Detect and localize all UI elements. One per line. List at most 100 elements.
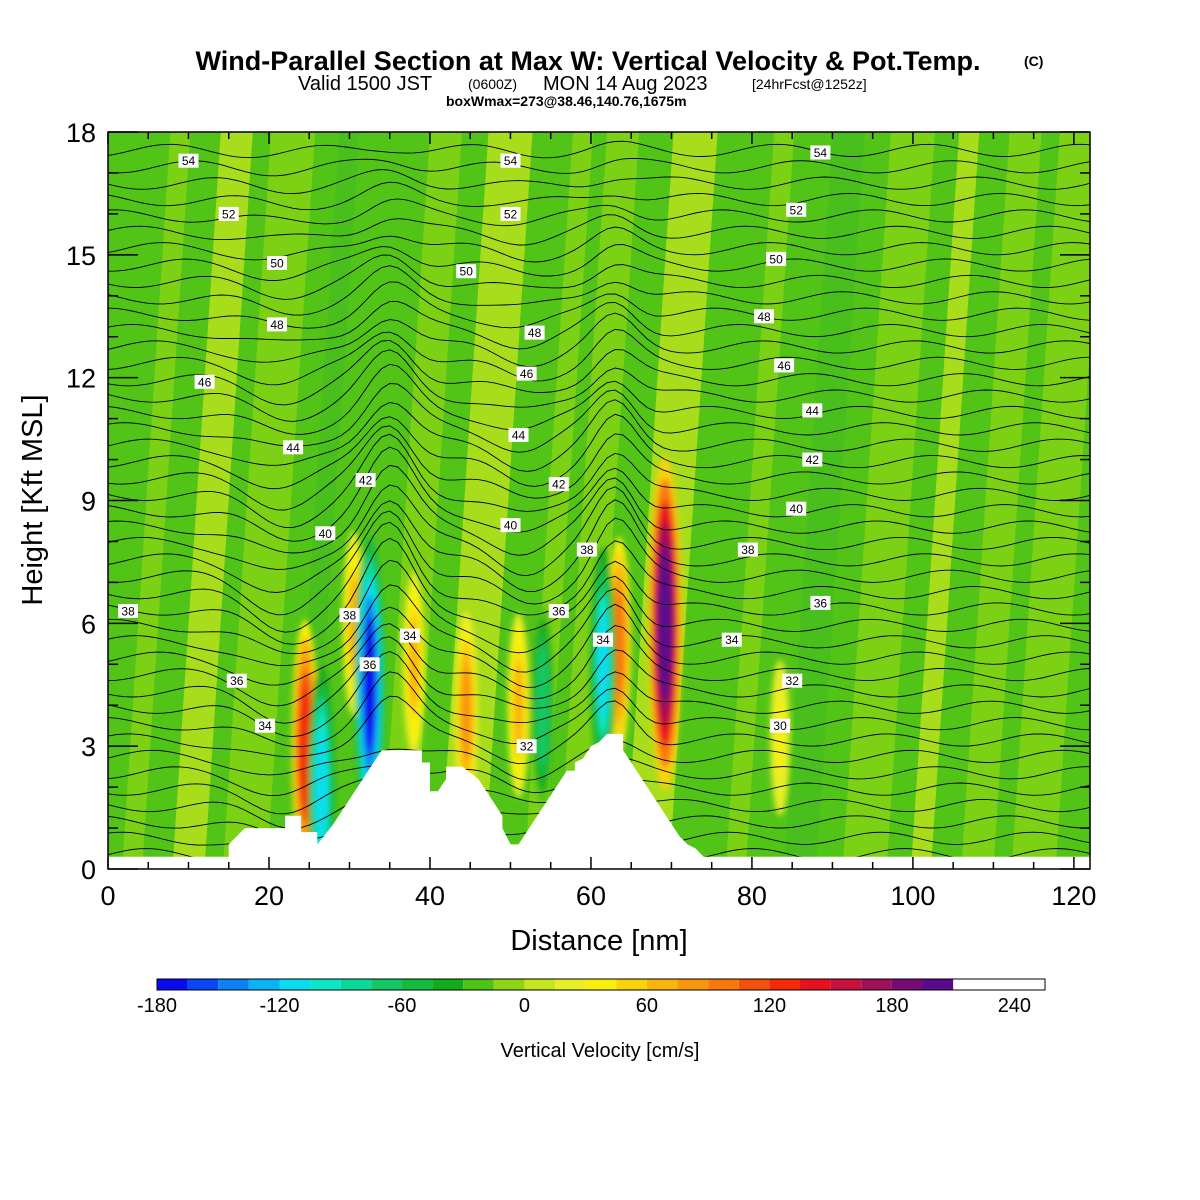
theta-label-box	[593, 632, 613, 647]
isentrope-line	[108, 603, 1090, 688]
colorbar-tick-label: 180	[875, 995, 908, 1017]
theta-label-box	[576, 542, 597, 557]
colorbar-tick-label: 120	[753, 995, 786, 1017]
theta-label-box	[802, 403, 823, 418]
colorbar-swatch	[493, 979, 525, 990]
isentrope-line	[108, 383, 1090, 453]
theta-label: 36	[226, 673, 247, 688]
isentrope-line	[108, 181, 1090, 211]
theta-label-text: 38	[580, 543, 594, 557]
valid-date: MON 14 Aug 2023	[543, 73, 708, 95]
theta-label: 42	[548, 477, 569, 492]
colorbar-swatch	[340, 979, 372, 990]
theta-label-box	[774, 358, 795, 373]
theta-contour-labels: 54 52 50 48 46 44 42 40 38 38 36 34 36 34 54 52 50 48 46 44…	[118, 145, 831, 754]
downdraft-core	[363, 614, 376, 755]
theta-label: 44	[508, 428, 529, 443]
updraft-core	[514, 661, 524, 749]
isentrope-line	[108, 433, 1090, 528]
theta-label: 44	[283, 440, 304, 455]
theta-label: 38	[737, 542, 758, 557]
theta-label-box	[283, 440, 304, 455]
field-streak	[381, 132, 463, 869]
isentrope-line	[108, 499, 1090, 593]
isentrope-line	[108, 328, 1090, 386]
y-tick-label: 15	[66, 241, 96, 271]
isentrope-line	[108, 254, 1090, 300]
theta-label-box	[355, 473, 376, 487]
isentrope-line	[108, 446, 1090, 542]
colorbar-swatch	[218, 979, 249, 990]
isentrope-line	[108, 198, 1090, 227]
theta-label-text: 34	[596, 633, 610, 647]
colorbar-swatch	[830, 979, 862, 990]
theta-label-text: 44	[286, 441, 300, 455]
theta-label-text: 34	[403, 629, 417, 643]
theta-label-box	[194, 374, 215, 389]
theta-label-text: 46	[777, 359, 791, 373]
theta-label: 42	[802, 452, 823, 467]
theta-label-text: 40	[319, 527, 333, 541]
theta-label-box	[218, 206, 239, 221]
theta-label: 52	[786, 202, 807, 217]
x-tick-label: 60	[576, 881, 606, 911]
copyright-mark: (C)	[1024, 53, 1043, 69]
theta-label-text: 34	[725, 633, 739, 647]
field-streak	[784, 132, 865, 869]
theta-label: 38	[576, 542, 597, 557]
field-streak	[961, 132, 1042, 869]
downdraft-core	[315, 729, 327, 845]
theta-label: 32	[782, 673, 803, 688]
theta-label-text: 36	[230, 674, 244, 688]
x-tick-label: 40	[415, 881, 445, 911]
theta-label-text: 38	[121, 605, 135, 619]
theta-label-box	[508, 428, 529, 442]
colorbar-swatch	[524, 979, 556, 990]
theta-label-box	[118, 604, 139, 618]
theta-label-text: 30	[773, 719, 787, 733]
colorbar-swatch	[279, 979, 311, 990]
isentrope-line	[108, 464, 1090, 556]
updraft-core	[614, 593, 625, 695]
theta-label-box	[500, 153, 521, 168]
theta-label-text: 42	[359, 474, 373, 488]
colorbar-swatch	[248, 979, 280, 990]
theta-label-text: 42	[552, 478, 566, 492]
colorbar-label: Vertical Velocity [cm/s]	[501, 1040, 700, 1062]
colorbar-swatch	[738, 979, 770, 990]
colorbar-swatch	[646, 979, 678, 990]
theta-label: 40	[786, 501, 807, 516]
colorbar-tick-label: -120	[259, 995, 299, 1017]
theta-label-box	[267, 317, 287, 332]
forecast-tag: [24hrFcst@1252z]	[752, 76, 867, 92]
theta-label: 48	[267, 317, 287, 332]
theta-label-text: 50	[769, 252, 783, 266]
theta-label-box	[770, 718, 791, 733]
theta-label-text: 36	[814, 596, 828, 610]
theta-label-box	[267, 256, 287, 270]
theta-label: 46	[774, 358, 795, 373]
theta-label-text: 38	[343, 609, 357, 623]
theta-label: 48	[524, 325, 545, 340]
isentrope-line	[108, 140, 1090, 159]
theta-label-box	[516, 366, 537, 381]
theta-label-box	[782, 673, 803, 688]
theta-label-box	[810, 595, 831, 610]
theta-label-text: 48	[757, 310, 771, 324]
theta-label: 54	[178, 153, 199, 168]
isentrope-line	[108, 363, 1090, 435]
theta-label: 46	[194, 374, 215, 389]
theta-label: 38	[339, 608, 360, 623]
theta-label: 34	[721, 632, 742, 647]
theta-label: 36	[810, 595, 831, 610]
colorbar-swatch	[310, 979, 341, 990]
x-tick-label: 20	[254, 881, 284, 911]
box-wmax-line: boxWmax=273@38.46,140.76,1675m	[446, 93, 687, 109]
x-axis: 0 20 40 60 80 100 120	[100, 132, 1096, 911]
theta-label: 46	[516, 366, 537, 381]
theta-label-text: 40	[790, 502, 804, 516]
valid-zulu: (0600Z)	[468, 76, 517, 92]
theta-label-box	[226, 673, 247, 688]
